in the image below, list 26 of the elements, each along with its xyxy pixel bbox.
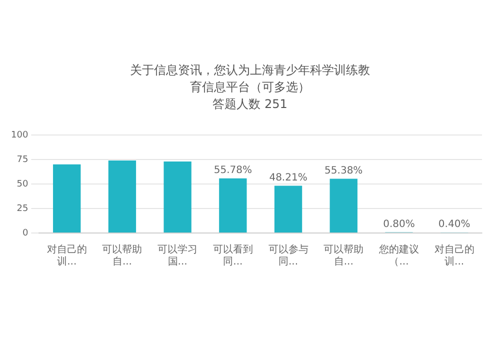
y-tick-label: 0: [22, 228, 28, 238]
bar: [108, 160, 136, 232]
x-tick-label: 可以帮助自...: [324, 244, 364, 268]
data-label: 0.40%: [438, 219, 470, 230]
x-tick-label: 可以参与同...: [268, 244, 308, 268]
data-label: 0.80%: [383, 218, 415, 230]
data-label: 55.78%: [214, 164, 252, 176]
y-tick-label: 100: [10, 130, 28, 140]
data-label: 48.21%: [269, 172, 308, 184]
chart-subtitle: 答题人数 251: [212, 96, 288, 113]
y-tick-label: 50: [16, 179, 28, 190]
bar: [274, 186, 302, 232]
bar: [219, 178, 247, 232]
x-tick-label: 您的建议（...: [378, 244, 419, 268]
y-tick-label: 25: [16, 204, 28, 214]
x-tick-label: 可以看到同...: [212, 244, 253, 268]
x-tick-label: 可以帮助自...: [102, 244, 142, 268]
chart-title: 关于信息资讯，您认为上海青少年科学训练教育信息平台（可多选）: [129, 62, 371, 96]
x-tick-label: 对自己的训...: [46, 244, 87, 268]
bar: [330, 178, 358, 232]
data-label: 55.38%: [324, 165, 363, 176]
x-tick-label: 对自己的训...: [434, 244, 474, 268]
y-tick-label: 75: [16, 154, 28, 165]
bar: [53, 164, 81, 232]
bar: [164, 161, 192, 232]
x-tick-label: 可以学习国...: [158, 244, 198, 268]
